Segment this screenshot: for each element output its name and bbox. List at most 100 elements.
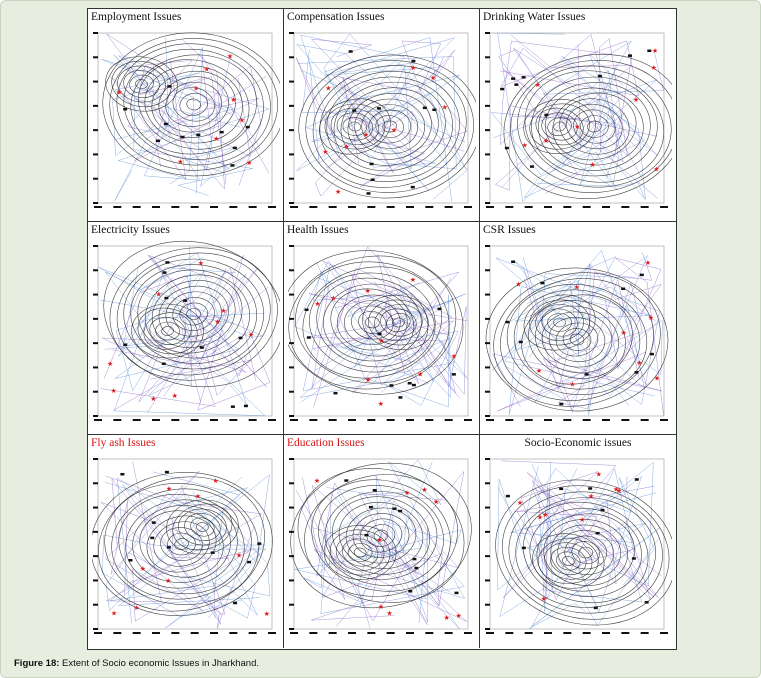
axis-tick-label: [328, 632, 337, 634]
axis-tick-label: [93, 293, 98, 296]
site-star-marker: ★: [442, 103, 448, 111]
contour-line: [319, 98, 391, 155]
boundary-line: [605, 257, 664, 416]
axis-tick-label: [505, 632, 514, 634]
contour-line: [146, 515, 217, 573]
contour-label-marker: [398, 509, 403, 513]
axis-tick-label: [289, 482, 294, 485]
river-line: [499, 466, 646, 618]
boundary-line: [110, 60, 267, 181]
river-line: [510, 461, 657, 612]
river-line: [152, 471, 267, 629]
contour-line: [111, 488, 252, 600]
contour-line: [502, 485, 670, 620]
contour-label-marker: [370, 178, 375, 181]
contour-label-marker: [437, 307, 442, 311]
river-line: [104, 474, 270, 602]
site-star-marker: ★: [534, 81, 540, 89]
axis-tick-label: [602, 206, 610, 208]
contour-label-marker: [238, 336, 243, 340]
contour-line: [305, 60, 474, 193]
contour-line: [508, 491, 663, 614]
river-line: [112, 37, 200, 157]
contour-line: [340, 87, 439, 166]
axis-tick-label: [485, 555, 490, 558]
axis-tick-label: [464, 632, 472, 634]
contour-line: [129, 74, 154, 94]
panel-title: Socio-Economic issues: [524, 437, 632, 449]
contour-label-marker: [634, 478, 639, 481]
river-line: [133, 47, 241, 194]
contour-map: ★ ★ ★ ★ ★ ★ ★ ★ ★: [485, 245, 669, 421]
axis-tick-label: [229, 206, 238, 208]
contour-label-marker: [180, 135, 185, 139]
panel-title: Drinking Water Issues: [483, 11, 586, 23]
boundary-line: [359, 107, 468, 187]
axis-tick-label: [602, 419, 610, 421]
site-star-marker: ★: [633, 96, 639, 104]
axis-tick-label: [367, 419, 376, 421]
axis-tick-label: [289, 579, 294, 582]
axis-tick-label: [113, 206, 122, 208]
axis-tick-label: [660, 632, 668, 634]
axis-tick-label: [171, 632, 180, 634]
contour-label-marker: [649, 352, 654, 356]
contour-label-marker: [123, 107, 128, 111]
site-star-marker: ★: [621, 329, 627, 337]
contour-line: [111, 60, 172, 108]
contour-line: [547, 313, 572, 332]
contour-line: [555, 322, 599, 357]
contour-line: [323, 283, 422, 362]
contour-line: [361, 104, 418, 149]
panel-title: Compensation Issues: [287, 11, 385, 23]
axis-tick-label: [93, 530, 98, 533]
contour-map: ★ ★ ★ ★ ★ ★ ★ ★ ★: [289, 32, 476, 208]
site-star-marker: ★: [444, 614, 450, 622]
axis-tick-label: [444, 206, 453, 208]
contour-label-marker: [155, 139, 160, 143]
contour-line: [144, 65, 243, 144]
axis-tick-label: [94, 206, 102, 208]
axis-tick-label: [289, 202, 294, 204]
axis-tick-label: [94, 419, 102, 421]
contour-label-marker: [432, 108, 437, 112]
site-star-marker: ★: [248, 331, 254, 339]
site-star-marker: ★: [537, 514, 543, 522]
axis-tick-label: [289, 129, 294, 132]
river-line: [296, 34, 406, 172]
site-star-marker: ★: [613, 486, 619, 494]
axis-tick-label: [93, 32, 98, 34]
axis-tick-label: [210, 632, 218, 634]
site-star-marker: ★: [579, 516, 585, 524]
boundary-line: [499, 40, 640, 151]
contour-line: [172, 297, 215, 331]
boundary-line: [155, 76, 227, 184]
site-star-marker: ★: [172, 392, 178, 400]
site-star-marker: ★: [378, 337, 384, 345]
axis-tick-label: [93, 202, 98, 204]
contour-label-marker: [183, 299, 188, 302]
contour-label-marker: [559, 487, 564, 491]
boundary-line: [152, 39, 251, 190]
panel-compensation: Compensation Issues ★ ★ ★ ★ ★ ★ ★ ★ ★: [284, 9, 480, 222]
site-star-marker: ★: [365, 287, 371, 295]
contour-label-marker: [245, 125, 250, 129]
map-plot-area: [97, 458, 273, 630]
contour-map: ★ ★ ★ ★ ★ ★ ★ ★ ★: [288, 245, 472, 421]
contour-label-marker: [372, 489, 377, 492]
site-star-marker: ★: [166, 485, 172, 493]
site-star-marker: ★: [542, 511, 548, 519]
axis-tick-label: [309, 206, 318, 208]
axis-tick-label: [289, 628, 294, 630]
site-star-marker: ★: [140, 565, 146, 573]
boundary-line: [102, 267, 258, 403]
axis-tick-label: [621, 206, 630, 208]
contour-line: [386, 313, 411, 332]
contour-label-marker: [529, 165, 534, 168]
site-star-marker: ★: [325, 85, 331, 93]
contour-label-marker: [588, 487, 593, 490]
contour-line: [368, 299, 429, 346]
boundary-line: [532, 484, 659, 599]
contour-line: [155, 321, 180, 341]
axis-tick-label: [152, 206, 160, 208]
